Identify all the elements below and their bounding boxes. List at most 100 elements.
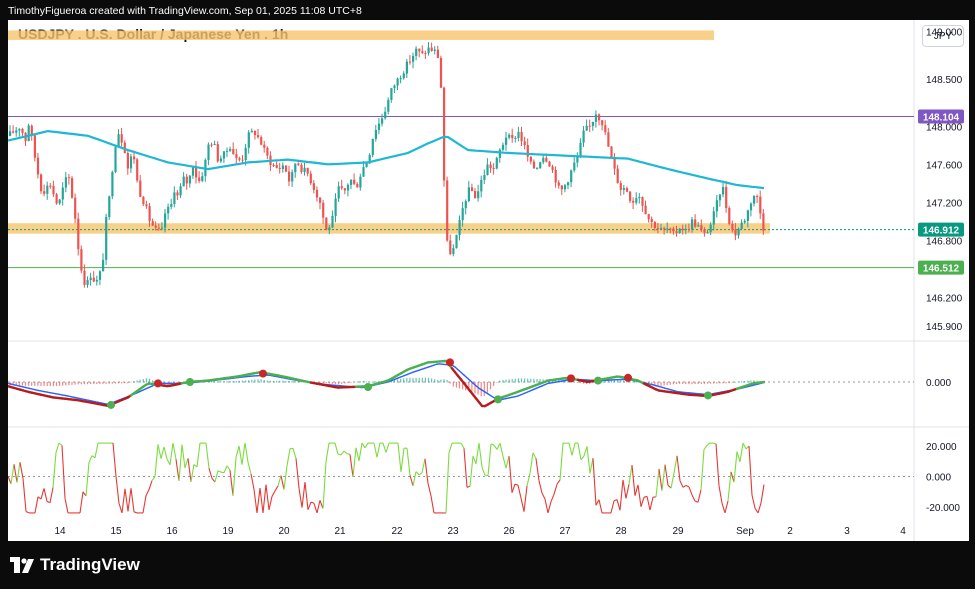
candle-body: [660, 228, 663, 230]
osc-histogram-bar: [703, 382, 705, 384]
osc2-line-segment: [535, 458, 540, 481]
candle-body: [467, 187, 470, 202]
candle-body: [650, 218, 653, 222]
osc2-line-segment: [52, 452, 57, 488]
osc-histogram-bar: [359, 381, 361, 383]
candle-body: [263, 144, 266, 148]
time-tick-label: 3: [844, 526, 850, 537]
osc2-line-segment: [334, 442, 339, 455]
candle-body: [613, 157, 616, 169]
osc2-line-segment: [181, 444, 186, 468]
price-tick-label: 146.800: [926, 236, 963, 247]
osc2-line-segment: [382, 442, 387, 453]
osc-histogram-bar: [731, 382, 733, 383]
chart-area[interactable]: USDJPY . U.S. Dollar / Japanese Yen . 1h…: [8, 20, 969, 541]
candle-body: [582, 130, 585, 143]
osc-histogram-bar: [83, 382, 85, 385]
osc2-line-segment: [670, 473, 675, 489]
osc2-line-segment: [88, 455, 93, 463]
osc-histogram-bar: [257, 379, 259, 383]
candle-body: [715, 200, 718, 212]
osc-histogram-bar: [124, 382, 126, 384]
osc2-line-segment: [712, 442, 717, 445]
candle-body: [15, 130, 18, 133]
osc2-line-segment: [313, 503, 318, 514]
osc2-line-segment: [223, 465, 228, 473]
osc-histogram-bar: [40, 382, 42, 386]
osc2-line-segment: [61, 445, 66, 499]
osc-histogram-bar: [443, 379, 445, 383]
osc-histogram-bar: [80, 382, 82, 385]
osc-histogram-bar: [108, 382, 110, 384]
osc2-line-segment: [211, 478, 216, 483]
osc-histogram-bar: [536, 379, 538, 383]
candle-body: [95, 279, 98, 282]
candle-body: [495, 157, 498, 169]
osc2-line-segment: [580, 455, 585, 461]
osc-histogram-bar: [617, 379, 619, 383]
osc2-line-segment: [310, 501, 315, 504]
osc2-line-segment: [730, 471, 735, 483]
candle-body: [610, 146, 613, 158]
osc-histogram-bar: [623, 380, 625, 383]
osc2-line-segment: [163, 446, 168, 460]
osc-histogram-bar: [15, 382, 17, 386]
candle-body: [368, 155, 371, 164]
chart-svg[interactable]: 149.000 148.500 148.000 147.600 147.200 146.8…: [8, 20, 969, 541]
osc2-line-segment: [550, 494, 555, 502]
osc2-line-segment: [58, 442, 63, 446]
candle-body: [291, 172, 294, 182]
osc2-line-segment: [247, 462, 252, 474]
candle-body: [632, 200, 635, 203]
candle-body: [164, 213, 167, 228]
osc-histogram-bar: [248, 380, 250, 383]
currency-badge[interactable]: JPY: [922, 25, 964, 47]
osc-cross-point: [446, 358, 454, 367]
osc-histogram-bar: [437, 379, 439, 383]
time-tick-label: 15: [110, 526, 122, 537]
candle-body: [663, 228, 666, 230]
candle-body: [253, 130, 257, 136]
candle-body: [288, 171, 291, 182]
osc2-line-segment: [25, 510, 30, 514]
candle-body: [272, 164, 275, 166]
osc-histogram-bar: [697, 382, 699, 384]
candle-body: [424, 52, 427, 54]
osc-histogram-bar: [657, 382, 659, 387]
osc-cross-point: [704, 391, 712, 400]
osc-histogram-bar: [266, 380, 268, 383]
osc2-line-segment: [742, 442, 747, 450]
candle-body: [185, 176, 188, 184]
candle-body: [384, 111, 387, 119]
candle-body: [700, 225, 703, 230]
osc-histogram-bar: [65, 382, 67, 386]
osc2-line-segment: [688, 486, 693, 496]
osc-histogram-bar: [279, 380, 281, 383]
osc-histogram-bar: [462, 382, 464, 390]
osc2-line-segment: [94, 442, 99, 458]
candle-body: [718, 194, 722, 201]
osc-histogram-bar: [136, 380, 138, 383]
candle-body: [306, 167, 309, 174]
osc-histogram-bar: [520, 378, 523, 383]
candle-body: [694, 219, 697, 227]
candle-body: [297, 163, 300, 165]
osc-histogram-bar: [111, 382, 113, 384]
candle-body: [250, 130, 253, 133]
candle-body: [746, 210, 749, 221]
osc-histogram-bar: [527, 378, 529, 383]
osc2-line-segment: [706, 442, 711, 446]
osc-histogram-bar: [152, 380, 154, 383]
osc2-line-segment: [703, 445, 708, 450]
osc2-line-segment: [667, 484, 672, 489]
tradingview-logo[interactable]: TradingView: [10, 555, 140, 575]
osc2-line-segment: [64, 498, 69, 514]
candle-body: [573, 162, 576, 171]
osc2-line-segment: [133, 511, 138, 514]
osc-histogram-bar: [710, 382, 712, 384]
osc2-line-segment: [265, 484, 270, 510]
candle-body: [594, 114, 598, 122]
candle-body: [136, 159, 139, 181]
price-tick-label: 148.500: [926, 75, 963, 86]
osc-histogram-bar: [297, 381, 299, 383]
